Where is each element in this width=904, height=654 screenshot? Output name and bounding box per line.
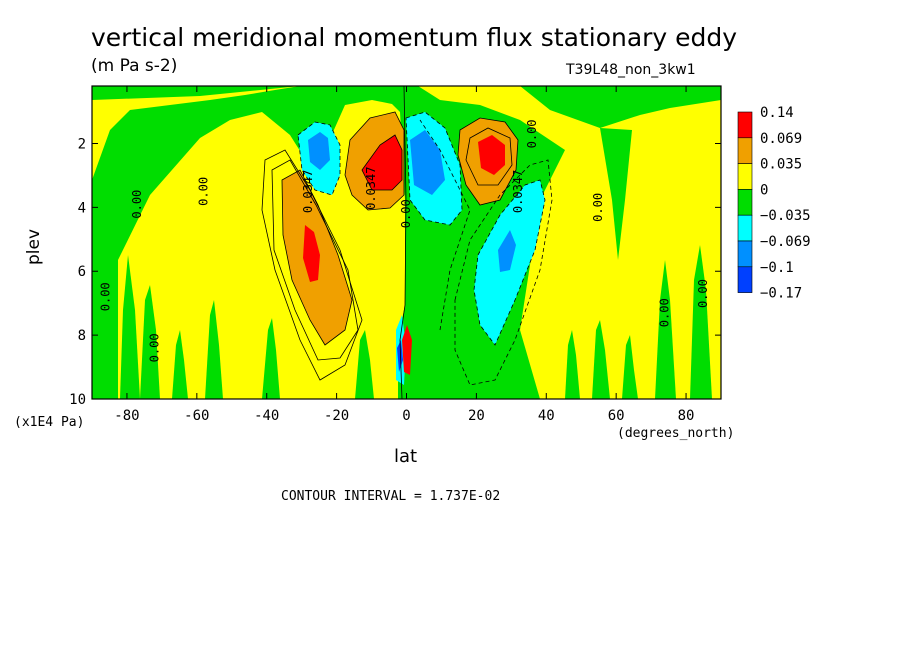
field-blue-nh: [498, 230, 516, 272]
field-green-spike6: [355, 330, 374, 399]
colorbar-label: −0.035: [760, 208, 811, 224]
field-green-spike10: [655, 260, 676, 399]
colorbar-swatch: [737, 266, 753, 293]
colorbar-label: −0.1: [760, 260, 794, 276]
contour-label: 0.00: [147, 333, 161, 362]
contour-label: 0.00: [98, 282, 112, 311]
chart-units: (m Pa s-2): [91, 56, 178, 76]
field-red-nh: [478, 135, 505, 175]
x-tick-label: 0: [402, 408, 410, 424]
x-tick-label: 40: [538, 408, 555, 424]
x-axis-label: lat: [394, 446, 418, 467]
field-green-spike2: [140, 285, 160, 399]
field-green-spike9: [622, 335, 638, 399]
field-green-spike8: [592, 320, 610, 399]
colorbar-swatch: [737, 137, 753, 164]
field-blue-eq-nh: [410, 130, 445, 195]
contour-label: 0.0347: [511, 170, 525, 213]
x-tick-label: -40: [254, 408, 279, 424]
field-red-sh: [303, 225, 320, 282]
contour-label: 0.00: [196, 177, 210, 206]
field-green-spike11: [690, 245, 712, 399]
colorbar-swatch: [737, 111, 753, 139]
colorbar-label: −0.17: [760, 286, 802, 302]
x-tick-label: -80: [114, 408, 139, 424]
y-tick-label: 6: [78, 264, 86, 280]
x-tick-label: -20: [324, 408, 349, 424]
field-green-top: [92, 86, 300, 100]
field-green-spike5: [262, 318, 280, 399]
y-tick-label: 10: [69, 392, 86, 408]
colorbar-label: 0.035: [760, 157, 802, 173]
y-axis: 2 4 6 8 10: [69, 136, 721, 408]
contour-label: 0.00: [658, 298, 672, 327]
colorbar-swatch: [737, 240, 753, 268]
contour-interval: CONTOUR INTERVAL = 1.737E-02: [281, 489, 501, 504]
field-blue-sh: [308, 132, 330, 170]
colorbar-label: 0: [760, 182, 768, 198]
field-yellow-nh: [418, 86, 721, 399]
y-tick-label: 4: [78, 200, 86, 216]
field-green-spike1: [120, 255, 140, 399]
x-tick-label: 80: [678, 408, 695, 424]
colorbar-label: −0.069: [760, 234, 811, 250]
colorbar-swatch: [737, 214, 753, 242]
x-tick-label: -60: [184, 408, 209, 424]
field-red-eq-sh: [362, 135, 402, 190]
x-axis: -80 -60 -40 -20 0 20 40 60 80: [114, 86, 694, 424]
colorbar-swatch: [737, 189, 753, 216]
contour-label: 0.00: [525, 119, 539, 148]
colorbar: 0.14 0.069 0.035 0 −0.035 −0.069 −0.1 −0.17: [737, 105, 811, 302]
field-blue-low: [397, 340, 403, 372]
y-tick-label: 8: [78, 328, 86, 344]
contour-label: 0.0347: [364, 167, 378, 210]
colorbar-swatch: [737, 163, 753, 190]
colorbar-label: 0.069: [760, 131, 802, 147]
contour-lines: [261, 86, 519, 399]
field-green-spike3: [172, 330, 188, 399]
field-green-spike4: [205, 300, 223, 399]
contour-field: [92, 86, 721, 399]
contour-label: 0.00: [130, 190, 144, 219]
field-red-low: [402, 325, 412, 375]
chart-title: vertical meridional momentum flux statio…: [91, 23, 738, 52]
field-green-tongue-mid: [600, 128, 632, 260]
contour-lines-dashed: [297, 111, 553, 386]
field-green-spike7: [565, 330, 580, 399]
x-axis-units: (degrees_north): [617, 426, 735, 441]
contour-label: 0.00: [399, 199, 413, 228]
contour-label: 0.0347: [301, 170, 315, 213]
run-id: T39L48_non_3kw1: [566, 62, 696, 78]
colorbar-label: 0.14: [760, 105, 794, 121]
y-axis-units: (x1E4 Pa): [14, 415, 85, 430]
contour-label: 0.00: [696, 279, 710, 308]
x-tick-label: 20: [468, 408, 485, 424]
y-tick-label: 2: [78, 136, 86, 152]
contour-label-layer: 0.00 0.00 0.00 0.00 0.0347 0.0347 0.00 0.0347 0.…: [98, 119, 710, 362]
contour-label: 0.00: [591, 193, 605, 222]
x-tick-label: 60: [608, 408, 625, 424]
